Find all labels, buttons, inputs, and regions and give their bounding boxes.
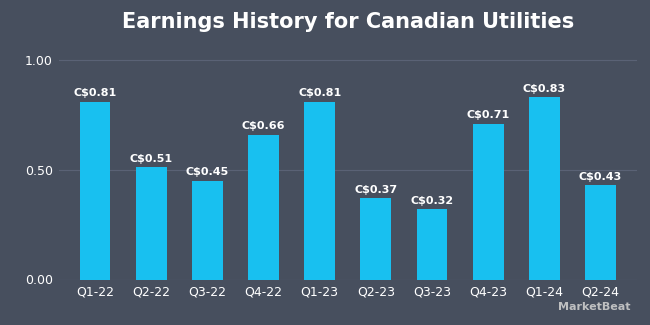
Bar (304, 101, 335, 280)
Bar (248, 135, 279, 280)
Bar (192, 181, 223, 280)
Text: C$0.45: C$0.45 (186, 167, 229, 177)
Bar (136, 167, 166, 280)
Bar (529, 97, 560, 280)
Text: MarketBeat: MarketBeat (558, 302, 630, 312)
Text: C$0.81: C$0.81 (73, 88, 116, 98)
Text: C$0.71: C$0.71 (467, 110, 510, 120)
Text: C$0.81: C$0.81 (298, 88, 341, 98)
Title: Earnings History for Canadian Utilities: Earnings History for Canadian Utilities (122, 12, 574, 32)
Bar (473, 124, 504, 280)
Bar (417, 209, 447, 280)
Text: C$0.83: C$0.83 (523, 84, 566, 94)
Text: C$0.37: C$0.37 (354, 185, 397, 195)
Text: C$0.66: C$0.66 (242, 121, 285, 131)
Bar (360, 198, 391, 280)
Bar (79, 101, 110, 280)
Bar (585, 185, 616, 280)
Text: C$0.51: C$0.51 (129, 154, 173, 164)
Text: C$0.32: C$0.32 (410, 196, 454, 206)
Text: C$0.43: C$0.43 (579, 172, 622, 182)
